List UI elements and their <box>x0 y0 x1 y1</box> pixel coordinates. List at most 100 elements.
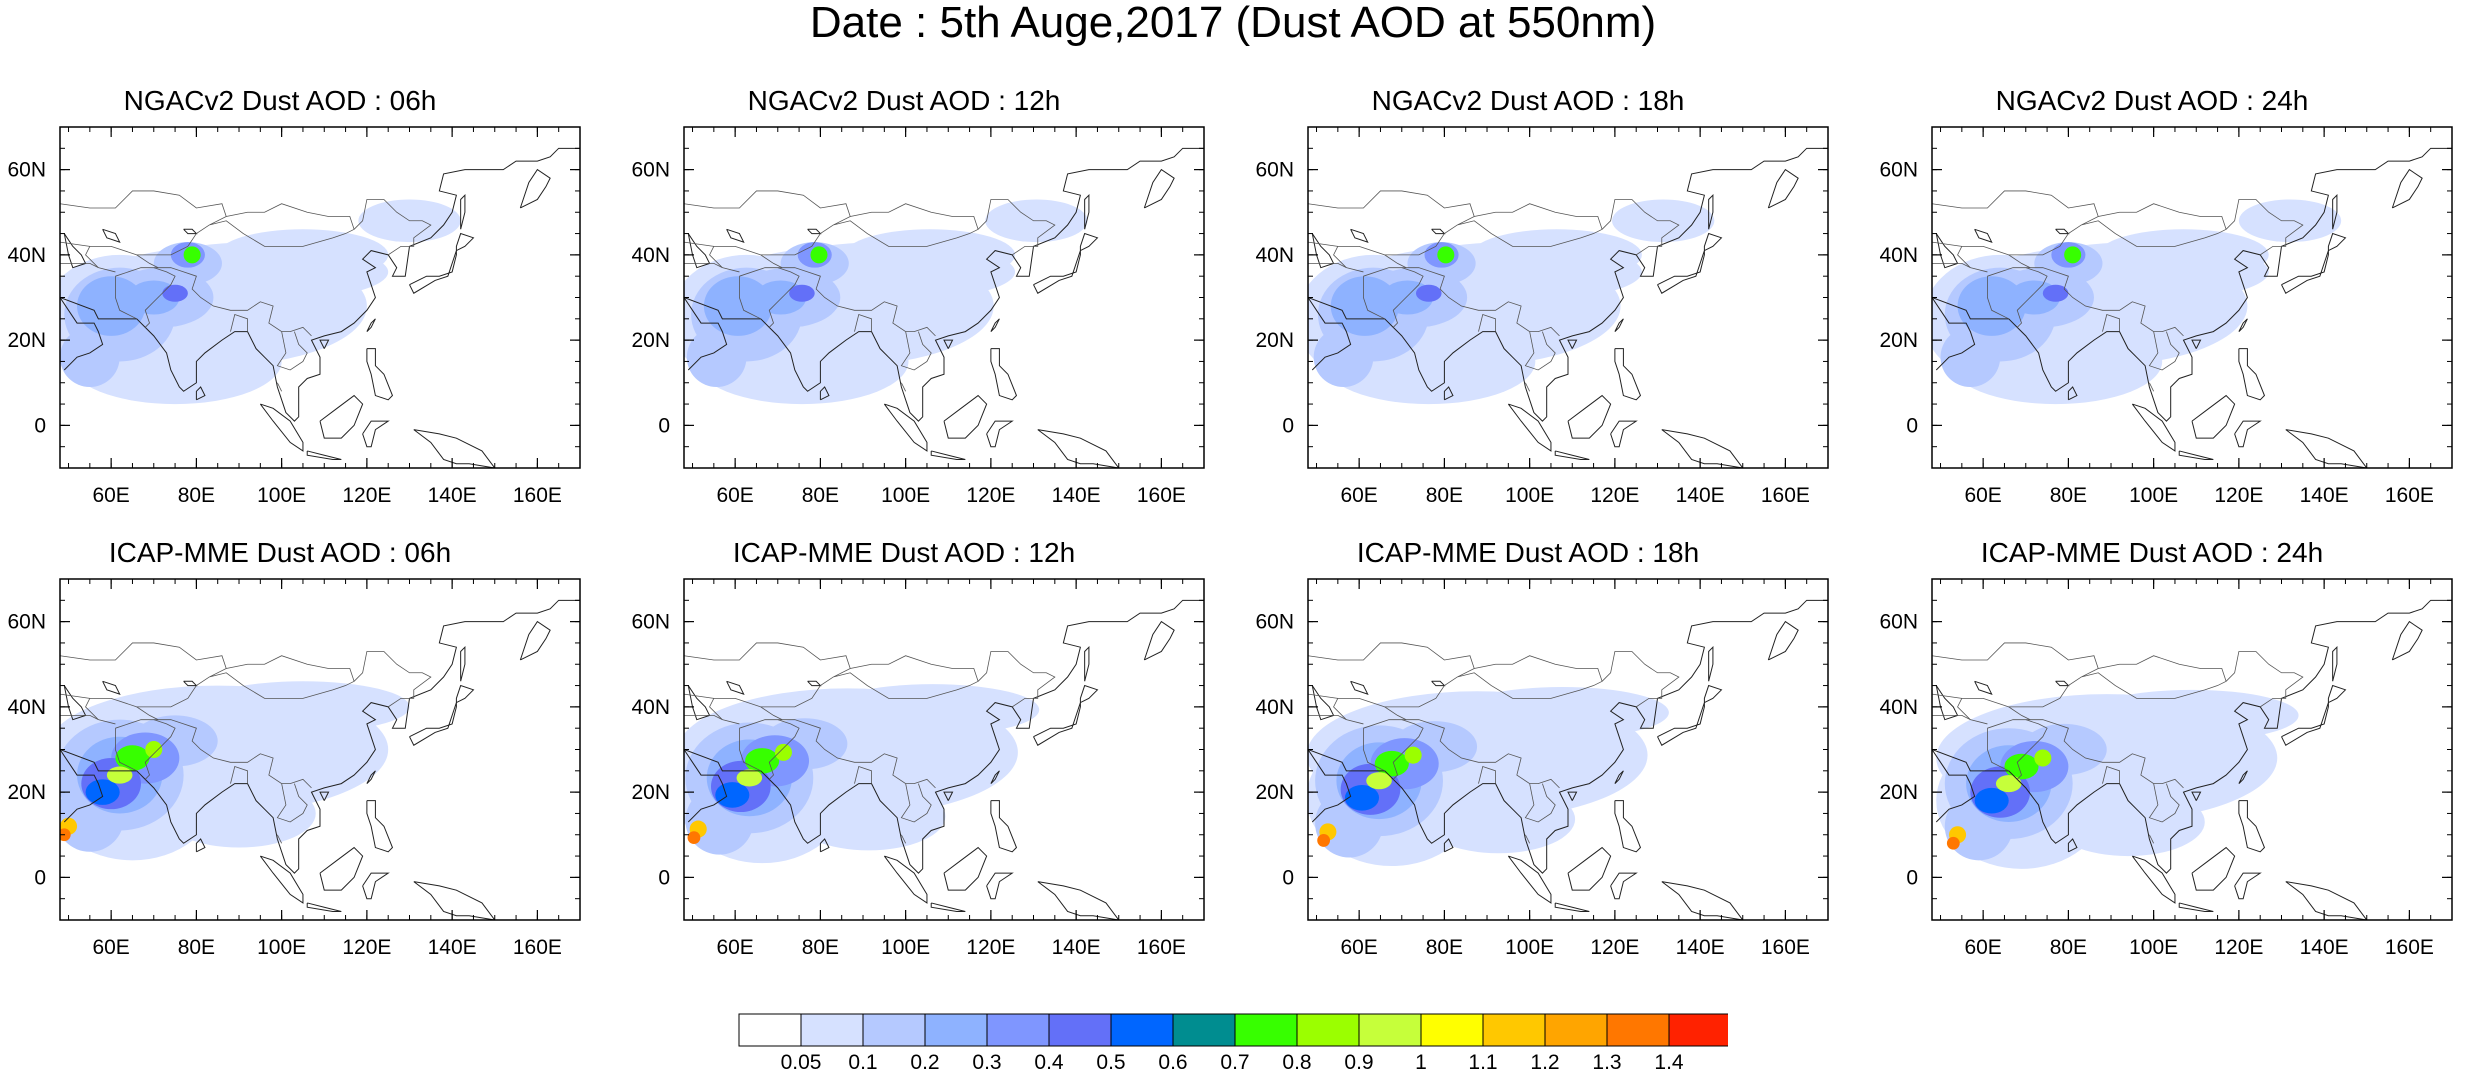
border-line <box>1987 719 2184 789</box>
x-tick-label: 80E <box>2050 484 2087 507</box>
coastline <box>409 684 475 746</box>
border-line <box>60 190 227 217</box>
y-tick-label: 0 <box>1282 414 1294 437</box>
coastline <box>2191 394 2236 439</box>
coastline <box>1308 147 1828 422</box>
dust-field <box>684 147 1204 468</box>
coastline <box>930 450 966 460</box>
border-line <box>739 267 936 337</box>
border-line <box>1932 642 2099 669</box>
coastline <box>2391 620 2423 661</box>
y-tick-label: 0 <box>1282 866 1294 889</box>
coastline <box>943 846 988 891</box>
panel-title: NGACv2 Dust AOD : 06h <box>123 85 437 116</box>
border-line <box>1384 254 1407 269</box>
x-tick-label: 140E <box>428 936 477 959</box>
dust-aod-area <box>1313 327 1374 388</box>
border-line <box>2102 314 2120 332</box>
x-tick-label: 140E <box>428 484 477 507</box>
coastline <box>1935 685 1959 721</box>
border-line <box>1308 642 1475 669</box>
x-tick-label: 120E <box>2214 484 2263 507</box>
border-line <box>353 199 432 256</box>
x-tick-label: 140E <box>2300 484 2349 507</box>
border-line <box>739 719 936 789</box>
y-tick-label: 60N <box>1879 611 1918 634</box>
coastline <box>807 228 822 235</box>
panel-title: ICAP-MME Dust AOD : 18h <box>1356 537 1700 568</box>
border-line <box>1478 314 1496 332</box>
border-line <box>85 246 99 268</box>
border-line <box>1524 331 1556 371</box>
dust-aod-area <box>1317 834 1331 847</box>
border-line <box>768 719 800 780</box>
coastline <box>2131 855 2176 904</box>
coastline <box>986 420 1014 448</box>
x-tick-label: 60E <box>1340 936 1377 959</box>
border-line <box>60 655 355 708</box>
border-line <box>115 276 137 320</box>
x-tick-label: 160E <box>1761 484 1810 507</box>
border-line <box>2225 199 2304 256</box>
dust-field <box>1308 147 1828 468</box>
coastline <box>183 680 198 687</box>
y-tick-label: 40N <box>1879 244 1918 267</box>
dust-aod-area <box>686 327 747 388</box>
x-tick-label: 80E <box>178 936 215 959</box>
coastline <box>2238 348 2266 401</box>
coastline <box>1614 800 1642 853</box>
dust-aod-area <box>162 284 188 302</box>
border-line <box>277 382 282 392</box>
x-tick-label: 100E <box>257 936 306 959</box>
y-tick-label: 60N <box>7 159 46 182</box>
border-line <box>768 267 800 328</box>
coastline <box>409 232 475 294</box>
border-line <box>85 698 99 720</box>
border-line <box>277 834 282 844</box>
border-line <box>901 382 906 392</box>
x-tick-label: 120E <box>1590 936 1639 959</box>
coastline <box>1767 168 1799 209</box>
coastline <box>319 846 364 891</box>
x-tick-label: 120E <box>2214 936 2263 959</box>
coastline <box>2281 232 2347 294</box>
coastline <box>306 450 342 460</box>
dust-aod-area <box>1344 785 1380 811</box>
y-tick-label: 0 <box>1906 866 1918 889</box>
dust-aod-area <box>687 831 701 844</box>
coastline <box>1084 193 1090 230</box>
map-plot: 60E 80E 100E 120E 140E 160E 60N 40N 20N 0 <box>1255 126 1829 507</box>
coastline <box>102 228 121 243</box>
coastline <box>1037 881 1120 920</box>
x-tick-label: 100E <box>2129 484 2178 507</box>
x-tick-label: 140E <box>1676 936 1725 959</box>
map-panel-ngac-18h: NGACv2 Dust AOD : 18h 60E 80E 100E 120E 140E 1… <box>1248 85 1829 525</box>
y-tick-label: 20N <box>1255 781 1294 804</box>
dust-aod-area <box>715 782 750 808</box>
dust-field <box>60 599 580 920</box>
border-line <box>684 655 979 708</box>
colorbar-label: 1 <box>1415 1051 1427 1071</box>
coastline <box>1567 339 1578 349</box>
dust-aod-area <box>1940 327 2001 388</box>
border-line <box>115 728 137 772</box>
coastline <box>819 386 830 401</box>
panel-title: NGACv2 Dust AOD : 12h <box>747 85 1061 116</box>
coastline <box>1443 838 1454 853</box>
figure-title: Date : 5th Auge,2017 (Dust AOD at 550nm) <box>809 0 1657 47</box>
border-line <box>1932 190 2099 217</box>
x-tick-label: 120E <box>966 936 1015 959</box>
border-line <box>144 267 176 328</box>
dust-field <box>60 147 580 468</box>
coastline <box>1932 147 2452 422</box>
coastline <box>2332 645 2338 682</box>
x-tick-label: 80E <box>178 484 215 507</box>
coastline <box>990 348 1018 401</box>
y-tick-label: 60N <box>1255 159 1294 182</box>
coastline <box>1084 645 1090 682</box>
y-tick-label: 60N <box>631 159 670 182</box>
colorbar-swatch <box>924 1013 988 1047</box>
x-tick-label: 140E <box>1676 484 1725 507</box>
y-tick-label: 20N <box>1255 329 1294 352</box>
border-line <box>353 651 432 708</box>
